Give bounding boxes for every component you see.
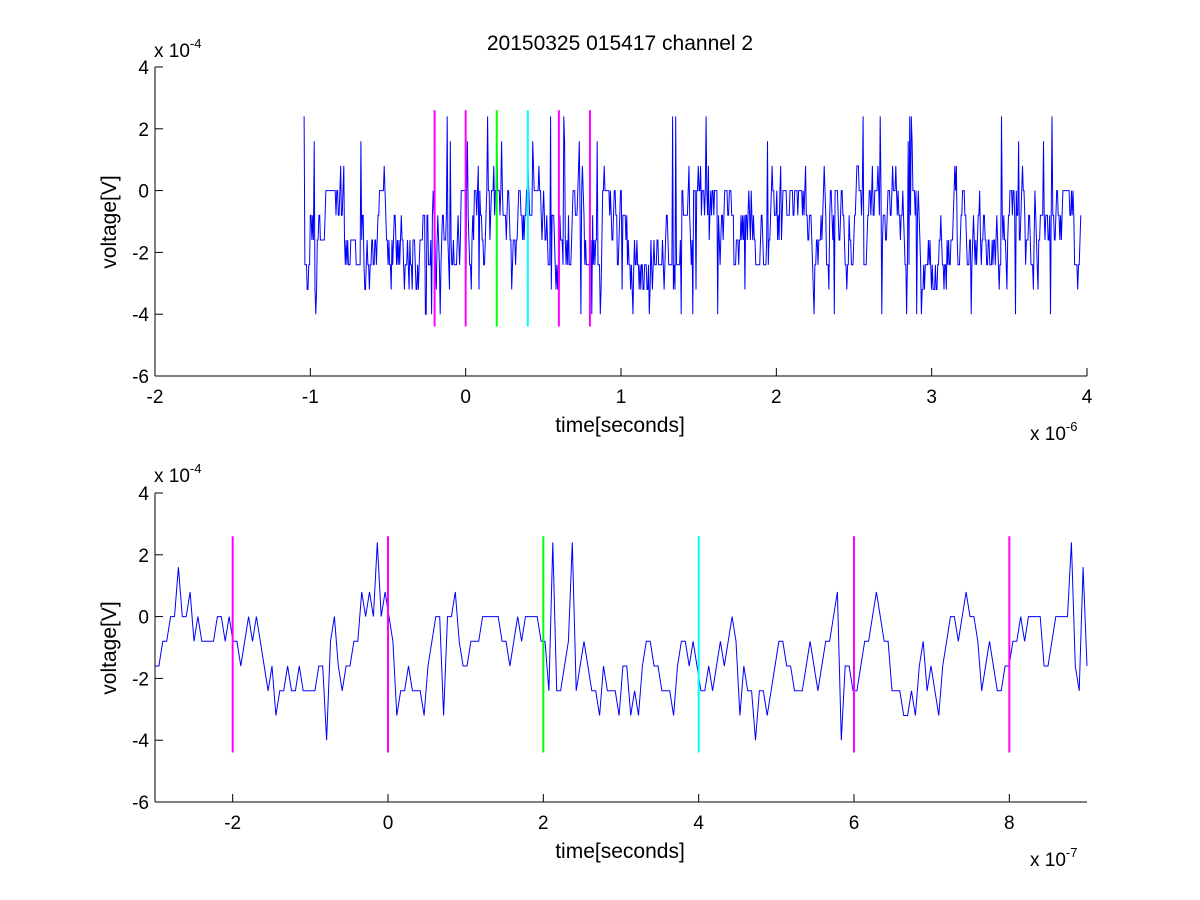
x-tick-label: 4 bbox=[1082, 387, 1093, 408]
figure-title: 20150325 015417 channel 2 bbox=[487, 32, 753, 55]
plot-top: -2 -1 0 1 2 3 4 -6 -4 -2 0 2 4 time[seconds] voltage… bbox=[98, 36, 1093, 445]
y-tick-label: 0 bbox=[138, 182, 149, 203]
x-tick-label: 2 bbox=[771, 387, 782, 408]
y-tick-label: -2 bbox=[132, 243, 149, 264]
plot-top-markers bbox=[433, 110, 591, 327]
plot-bottom-tick-labels: -2 0 2 4 6 8 -6 -4 -2 0 2 4 bbox=[132, 484, 1015, 834]
plot-top-xlabel: time[seconds] bbox=[555, 414, 685, 437]
x-tick-label: 8 bbox=[1004, 813, 1015, 834]
x-tick-label: 0 bbox=[460, 387, 471, 408]
plot-bottom: -2 0 2 4 6 8 -6 -4 -2 0 2 4 time[seconds] voltage[V… bbox=[98, 461, 1088, 871]
y-tick-label: 2 bbox=[138, 546, 149, 567]
plot-top-y-multiplier: x 10-4 bbox=[154, 36, 201, 62]
y-tick-label: -6 bbox=[132, 367, 149, 388]
plot-bottom-markers bbox=[231, 536, 1011, 753]
y-tick-label: 4 bbox=[138, 58, 149, 79]
plot-bottom-x-multiplier: x 10-7 bbox=[1030, 845, 1077, 871]
x-tick-label: 1 bbox=[616, 387, 627, 408]
voltage-trace-line bbox=[155, 542, 1088, 741]
plot-bottom-data bbox=[155, 542, 1088, 741]
x-tick-label: 3 bbox=[926, 387, 937, 408]
plot-top-ylabel: voltage[V] bbox=[98, 175, 121, 268]
plot-top-axes bbox=[154, 66, 1088, 377]
x-tick-label: 0 bbox=[383, 813, 394, 834]
x-tick-label: -2 bbox=[224, 813, 241, 834]
x-tick-label: 2 bbox=[538, 813, 549, 834]
y-tick-label: -2 bbox=[132, 669, 149, 690]
voltage-trace-line bbox=[303, 116, 1082, 315]
plot-bottom-y-multiplier: x 10-4 bbox=[154, 461, 201, 487]
x-tick-label: -2 bbox=[147, 387, 164, 408]
plot-bottom-xlabel: time[seconds] bbox=[555, 840, 685, 863]
plot-bottom-axes bbox=[154, 492, 1087, 803]
y-tick-label: -4 bbox=[132, 305, 149, 326]
plot-bottom-ylabel: voltage[V] bbox=[98, 601, 121, 694]
plot-top-x-multiplier: x 10-6 bbox=[1030, 419, 1077, 445]
x-tick-label: -1 bbox=[302, 387, 319, 408]
x-tick-label: 6 bbox=[849, 813, 860, 834]
y-tick-label: 2 bbox=[138, 120, 149, 141]
y-tick-label: -6 bbox=[132, 793, 149, 814]
y-tick-label: 4 bbox=[138, 484, 149, 505]
x-tick-label: 4 bbox=[693, 813, 704, 834]
plot-top-tick-labels: -2 -1 0 1 2 3 4 -6 -4 -2 0 2 4 bbox=[132, 58, 1093, 408]
y-tick-label: 0 bbox=[138, 608, 149, 629]
y-tick-label: -4 bbox=[132, 731, 149, 752]
plot-top-data bbox=[303, 116, 1082, 315]
